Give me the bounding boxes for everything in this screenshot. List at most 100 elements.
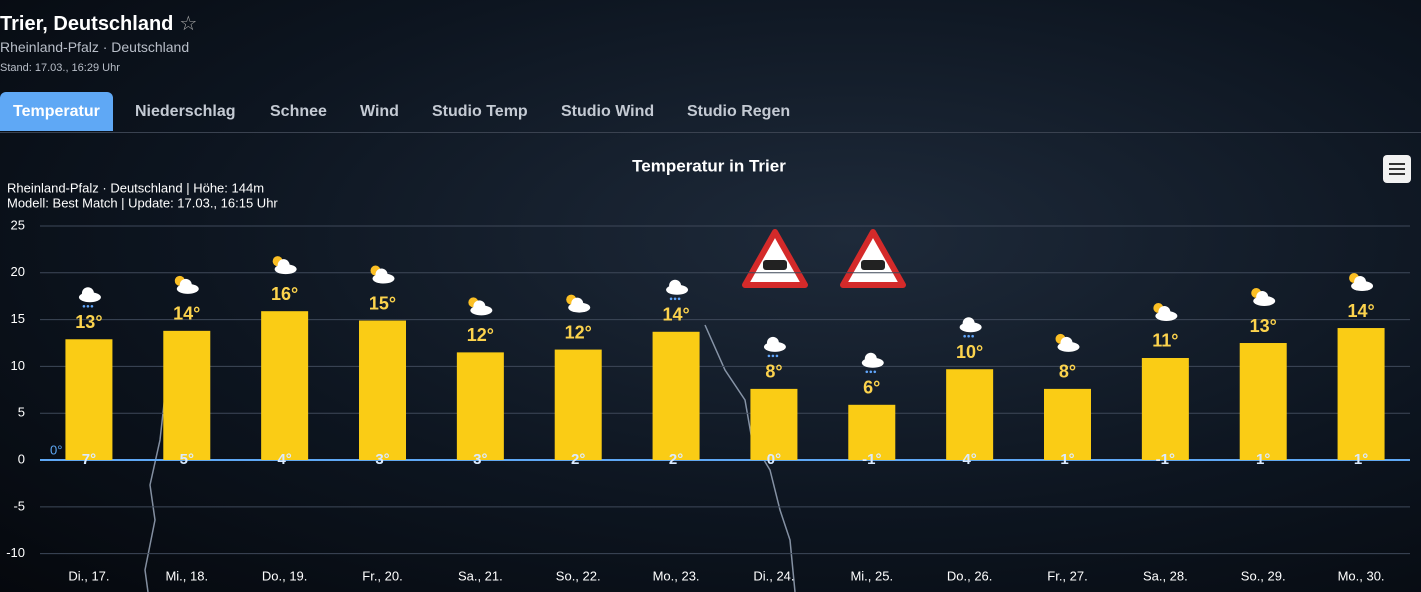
weather-icon bbox=[174, 275, 199, 294]
subtitle: Rheinland-Pfalz · Deutschland bbox=[0, 39, 190, 55]
y-tick-label: 10 bbox=[11, 358, 25, 373]
weather-icon bbox=[272, 256, 297, 275]
x-tick-label: Di., 17. bbox=[68, 568, 109, 583]
value-label: 15° bbox=[369, 293, 396, 313]
value-label: 8° bbox=[1059, 362, 1076, 382]
tab[interactable]: Studio Wind bbox=[561, 103, 655, 120]
value-label: 10° bbox=[956, 342, 983, 362]
tab[interactable]: Schnee bbox=[270, 103, 327, 120]
value-label: 8° bbox=[765, 362, 782, 382]
x-tick-label: Sa., 28. bbox=[1143, 568, 1188, 583]
value-label: 13° bbox=[75, 312, 102, 332]
flake bbox=[767, 354, 771, 358]
chart-info: Modell: Best Match | Update: 17.03., 16:… bbox=[7, 195, 278, 210]
favorite-star[interactable]: ☆ bbox=[179, 13, 198, 35]
weather-icon bbox=[1153, 302, 1178, 321]
weather-icon bbox=[861, 352, 884, 374]
flake bbox=[967, 334, 970, 338]
flake bbox=[873, 370, 877, 374]
x-tick-label: So., 22. bbox=[556, 568, 601, 583]
flake bbox=[865, 370, 869, 374]
weather-icon bbox=[1055, 333, 1080, 352]
min-label: 7° bbox=[82, 451, 96, 468]
min-label: 0° bbox=[767, 451, 781, 468]
x-tick-label: Mi., 25. bbox=[850, 568, 893, 583]
bar bbox=[1337, 328, 1385, 461]
x-tick-label: Fr., 20. bbox=[362, 568, 402, 583]
x-tick-label: Mi., 18. bbox=[165, 568, 208, 583]
weather-icon bbox=[566, 294, 591, 313]
bar bbox=[359, 320, 406, 461]
cloud bbox=[473, 300, 486, 313]
weather-icon bbox=[468, 297, 493, 316]
location-title: Trier, Deutschland ☆ bbox=[0, 11, 197, 36]
cloud bbox=[375, 268, 388, 281]
value-label: 14° bbox=[662, 305, 689, 325]
cloud bbox=[81, 287, 94, 300]
x-tick-label: Sa., 21. bbox=[458, 568, 503, 583]
weather-icon bbox=[78, 287, 101, 308]
bar bbox=[750, 388, 798, 461]
bar bbox=[1141, 357, 1189, 461]
min-label: 1° bbox=[1354, 451, 1368, 468]
bar bbox=[65, 339, 113, 461]
x-tick-label: So., 29. bbox=[1241, 568, 1286, 583]
x-tick-label: Mo., 23. bbox=[653, 568, 700, 583]
y-tick-label: 15 bbox=[11, 311, 25, 326]
chart-menu[interactable] bbox=[1383, 155, 1411, 183]
y-tick-label: -5 bbox=[13, 498, 25, 513]
flake bbox=[90, 304, 94, 308]
flake bbox=[963, 334, 966, 338]
tab[interactable]: Studio Regen bbox=[687, 103, 791, 120]
min-label: 1° bbox=[1256, 451, 1270, 468]
flake bbox=[775, 354, 779, 358]
tab[interactable]: Niederschlag bbox=[135, 103, 236, 120]
bar bbox=[554, 349, 602, 461]
zero-line-label: 0° bbox=[50, 442, 62, 457]
flake bbox=[771, 354, 775, 358]
min-label: 4° bbox=[277, 451, 291, 468]
value-label: 12° bbox=[467, 325, 494, 345]
stand: Stand: 17.03., 16:29 Uhr bbox=[0, 62, 120, 74]
bar bbox=[848, 404, 896, 461]
min-label: -1° bbox=[1156, 451, 1175, 468]
warning-signs bbox=[742, 229, 906, 288]
y-tick-label: 25 bbox=[11, 217, 25, 232]
x-tick-label: Mo., 30. bbox=[1338, 568, 1385, 583]
value-label: 13° bbox=[1250, 316, 1277, 336]
bar bbox=[946, 369, 994, 461]
value-label: 14° bbox=[173, 304, 200, 324]
value-label: 16° bbox=[271, 284, 298, 304]
min-label: 3° bbox=[375, 451, 389, 468]
tab[interactable]: Temperatur bbox=[0, 92, 113, 131]
tab[interactable]: Studio Temp bbox=[432, 103, 528, 120]
cloud bbox=[277, 259, 290, 272]
cloud bbox=[1158, 305, 1171, 318]
flake bbox=[82, 304, 86, 308]
tab[interactable]: Wind bbox=[360, 103, 399, 120]
cloud bbox=[1256, 291, 1269, 304]
bar bbox=[163, 330, 211, 461]
cloud bbox=[766, 336, 779, 349]
cloud bbox=[571, 297, 584, 310]
value-label: 6° bbox=[863, 378, 880, 398]
y-tick-label: 0 bbox=[18, 451, 25, 466]
flake bbox=[669, 297, 673, 301]
chart-info: Rheinland-Pfalz · Deutschland | Höhe: 14… bbox=[7, 180, 264, 195]
min-label: 1° bbox=[1060, 451, 1074, 468]
flake bbox=[673, 297, 677, 301]
flake bbox=[677, 297, 681, 301]
x-tick-label: Fr., 27. bbox=[1047, 568, 1087, 583]
flake bbox=[869, 370, 873, 374]
weather-icon bbox=[666, 279, 689, 301]
weather-icon bbox=[370, 265, 395, 284]
y-tick-label: 20 bbox=[11, 264, 25, 279]
value-label: 14° bbox=[1347, 301, 1374, 321]
weather-icon bbox=[763, 336, 786, 358]
flake bbox=[971, 334, 974, 338]
x-tick-label: Do., 26. bbox=[947, 568, 993, 583]
min-label: 2° bbox=[571, 451, 585, 468]
value-label: 11° bbox=[1152, 331, 1178, 351]
cloud bbox=[179, 278, 192, 291]
bar bbox=[1239, 343, 1287, 461]
